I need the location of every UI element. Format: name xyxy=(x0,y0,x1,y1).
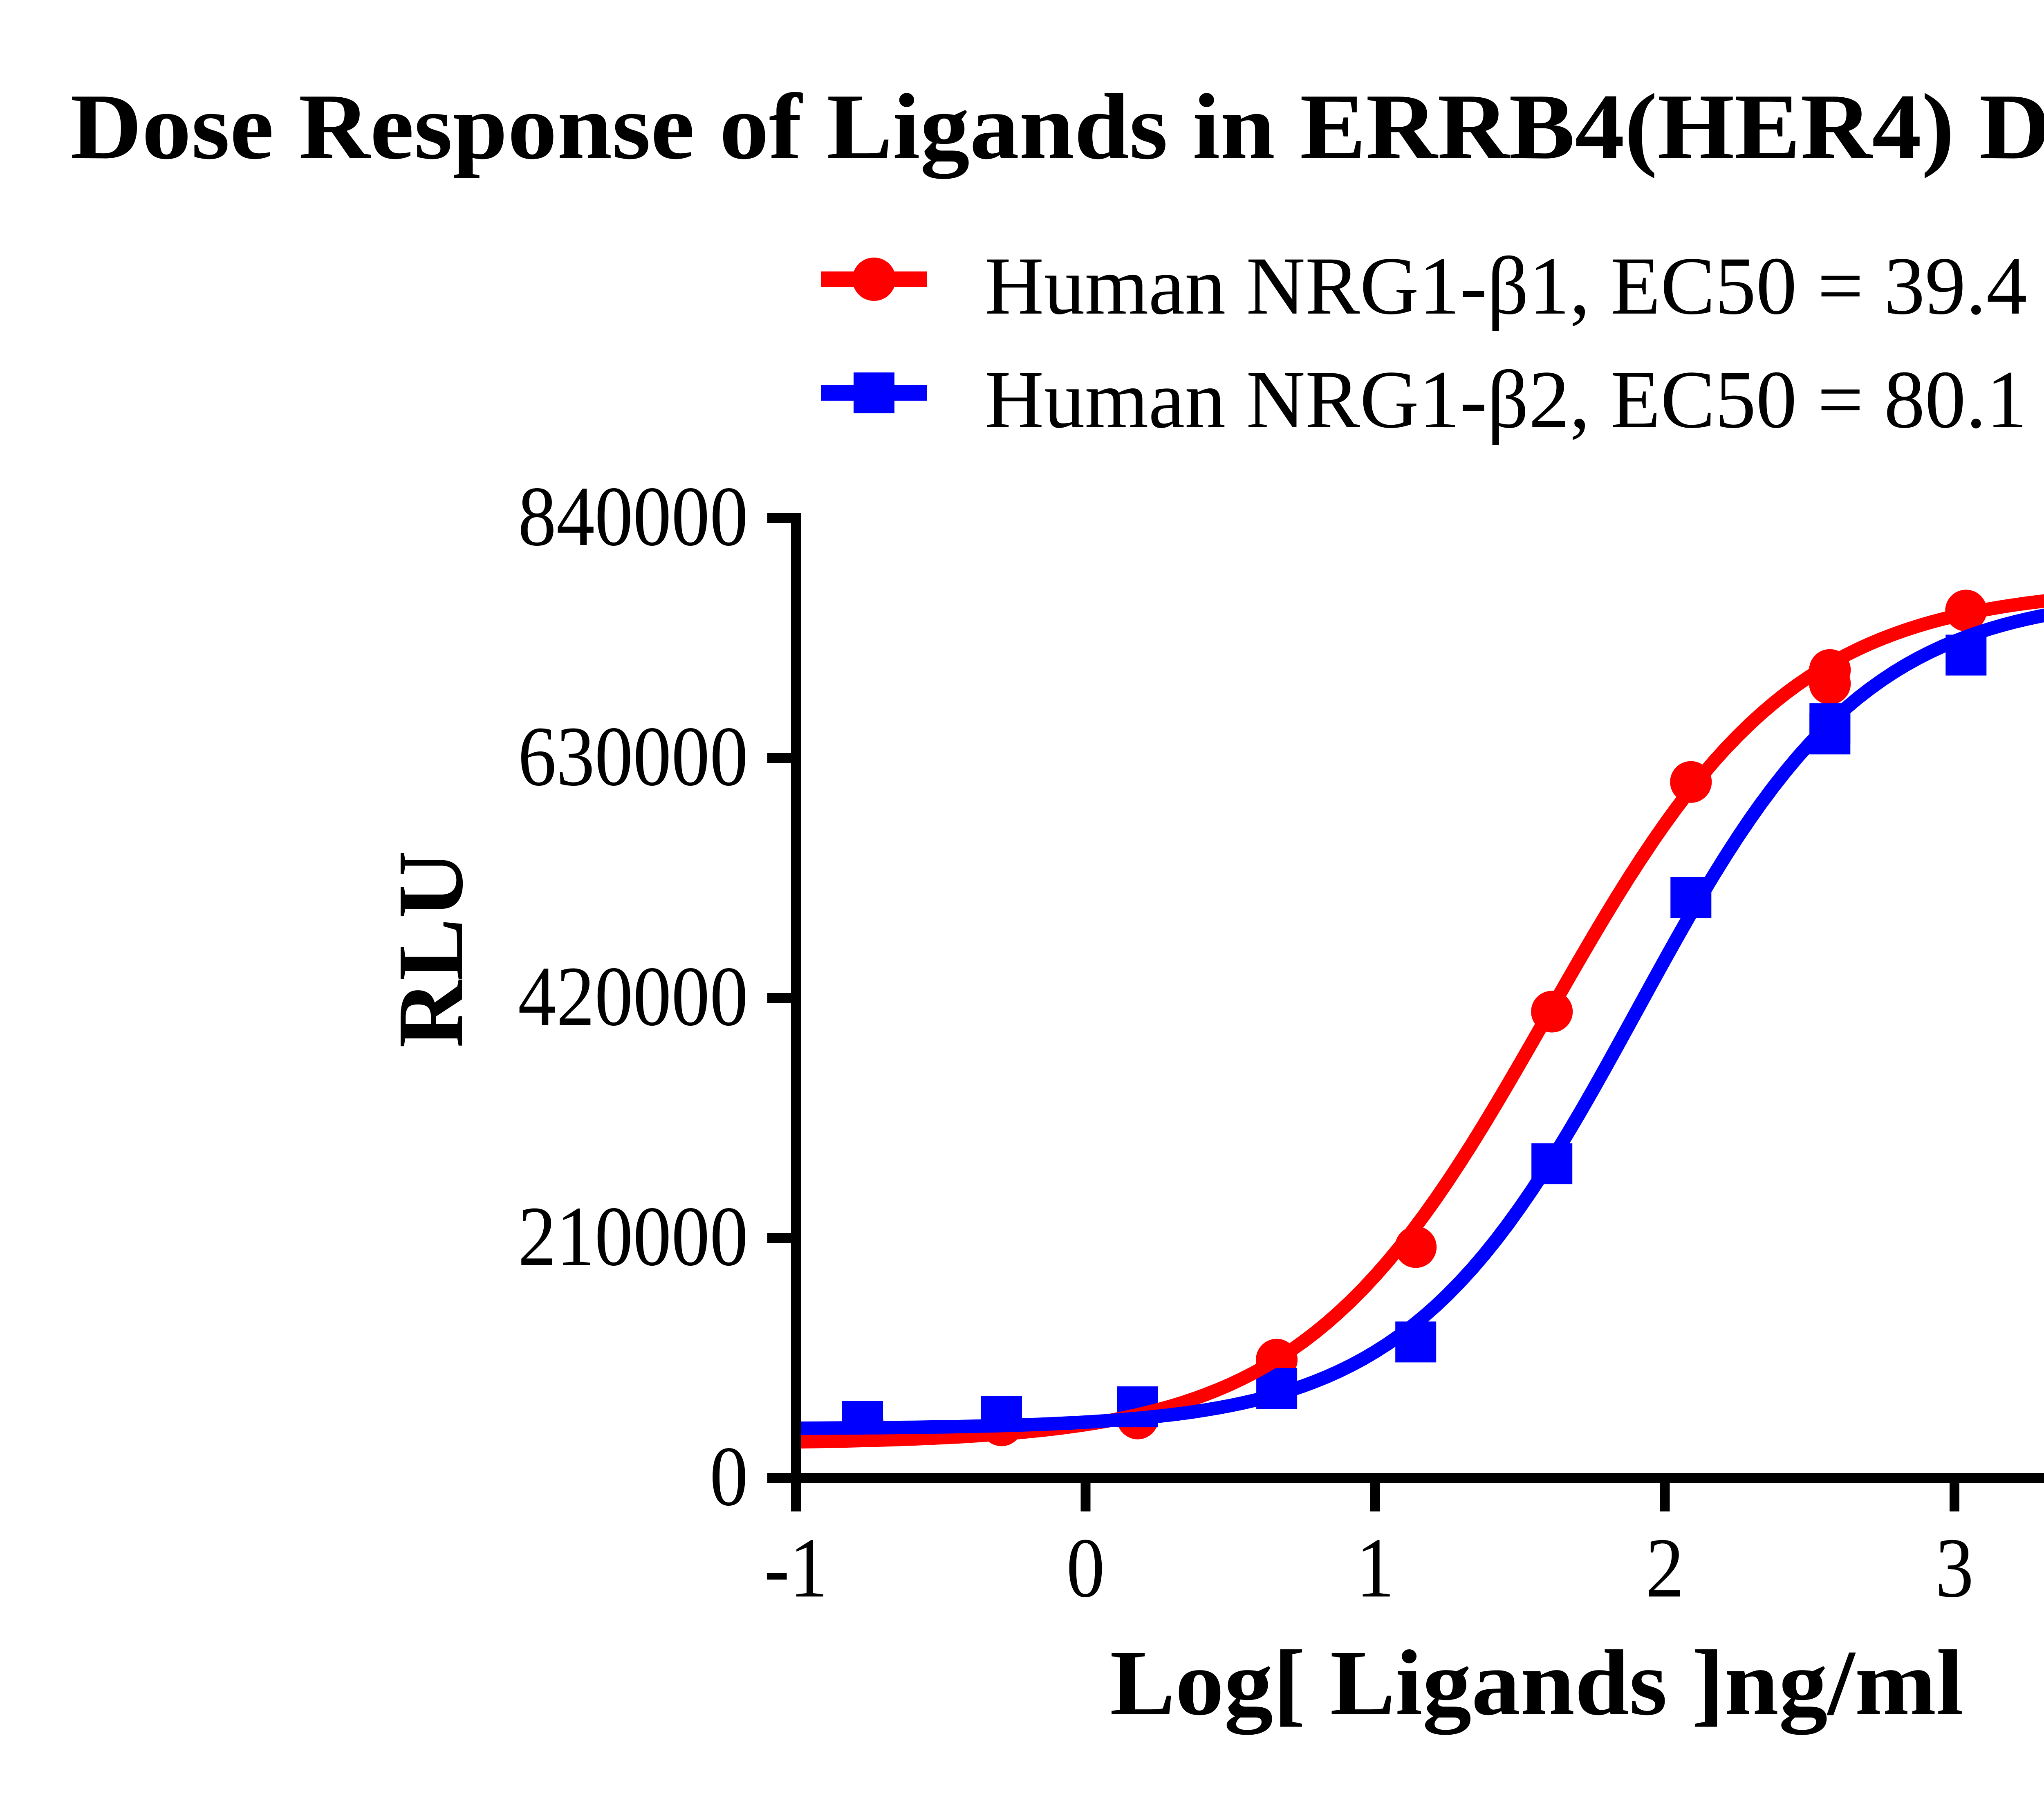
svg-text:Human NRG1-β2, EC50 = 80.1 ng/: Human NRG1-β2, EC50 = 80.1 ng/ml xyxy=(985,354,2044,445)
svg-text:Dose Response of Ligands in ER: Dose Response of Ligands in ERRB4(HER4) … xyxy=(70,74,2044,179)
svg-text:630000: 630000 xyxy=(518,709,748,804)
svg-text:Human NRG1-β1, EC50 = 39.4 ng/: Human NRG1-β1, EC50 = 39.4 ng/ml xyxy=(985,240,2044,332)
svg-text:0: 0 xyxy=(710,1429,748,1524)
svg-text:2: 2 xyxy=(1646,1521,1684,1615)
svg-text:-1: -1 xyxy=(764,1521,828,1615)
svg-text:3: 3 xyxy=(1935,1521,1974,1615)
svg-text:420000: 420000 xyxy=(518,949,748,1044)
svg-text:RLU: RLU xyxy=(379,851,482,1048)
svg-text:1: 1 xyxy=(1356,1521,1394,1615)
svg-text:0: 0 xyxy=(1067,1521,1105,1615)
svg-text:Log[ Ligands ]ng/ml: Log[ Ligands ]ng/ml xyxy=(1110,1631,1963,1735)
svg-text:210000: 210000 xyxy=(518,1189,748,1284)
svg-text:840000: 840000 xyxy=(518,469,748,564)
